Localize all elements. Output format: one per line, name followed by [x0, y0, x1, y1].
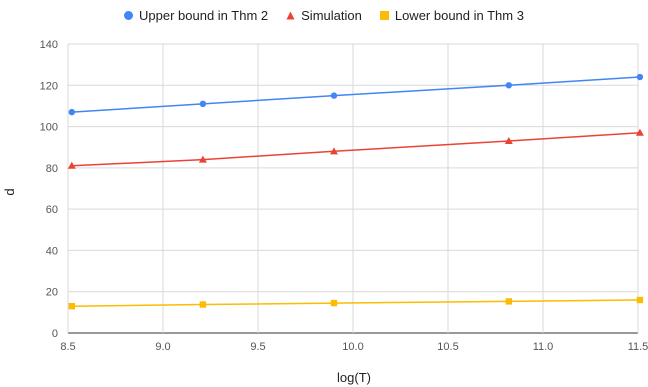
legend-marker-upper-bound — [124, 11, 134, 20]
legend-item-simulation[interactable]: Simulation — [286, 8, 362, 23]
legend-label-simulation: Simulation — [301, 8, 362, 23]
x-tick-label: 11.5 — [628, 341, 648, 353]
data-point — [199, 301, 207, 308]
series-line — [71, 132, 640, 167]
data-point — [330, 92, 338, 99]
legend-item-upper-bound[interactable]: Upper bound in Thm 2 — [124, 8, 268, 23]
y-tick-label: 100 — [40, 122, 58, 134]
data-point — [635, 128, 644, 136]
x-tick-label: 9.0 — [155, 341, 170, 353]
data-point — [636, 73, 644, 81]
y-tick-label: 0 — [52, 328, 58, 340]
data-point — [504, 137, 513, 145]
y-tick-label: 80 — [46, 163, 58, 175]
data-point — [505, 82, 512, 89]
series-2 — [68, 296, 644, 310]
data-point — [330, 299, 338, 307]
x-tick-label: 8.5 — [60, 341, 75, 353]
series-line — [71, 299, 640, 307]
data-point — [68, 302, 75, 310]
y-tick-label: 20 — [46, 287, 58, 299]
legend-label-lower-bound: Lower bound in Thm 3 — [394, 8, 524, 23]
x-tick-label: 11.0 — [533, 341, 554, 353]
data-point — [330, 147, 338, 155]
legend-marker-simulation — [286, 11, 295, 20]
series-layer — [67, 73, 644, 310]
series-line — [71, 76, 640, 113]
data-point — [68, 108, 76, 116]
grid-lines — [67, 43, 639, 334]
data-point — [198, 155, 207, 163]
data-point — [636, 296, 644, 304]
data-point — [67, 161, 76, 169]
tick-labels: 0 20 40 60 80 100 120 140 8.5 9.0 9.5 10.0 10.5 11.0 1… — [40, 39, 648, 353]
series-1 — [67, 128, 644, 169]
data-point — [505, 298, 512, 305]
y-axis-title: d — [2, 188, 17, 195]
y-tick-label: 40 — [46, 245, 58, 257]
legend-marker-lower-bound — [379, 11, 389, 20]
x-tick-label: 10.5 — [437, 341, 458, 353]
legend-item-lower-bound[interactable]: Lower bound in Thm 3 — [379, 8, 524, 23]
x-axis-title: log(T) — [337, 370, 371, 385]
legend-label-upper-bound: Upper bound in Thm 2 — [139, 8, 269, 23]
y-tick-label: 140 — [40, 39, 58, 51]
data-point — [199, 100, 207, 108]
series-0 — [68, 73, 644, 116]
y-tick-label: 120 — [40, 80, 58, 92]
y-tick-label: 60 — [46, 204, 58, 216]
x-tick-label: 9.5 — [250, 341, 265, 353]
chart-legend: Upper bound in Thm 2 Simulation Lower bo… — [0, 8, 648, 23]
x-tick-label: 10.0 — [342, 341, 363, 353]
